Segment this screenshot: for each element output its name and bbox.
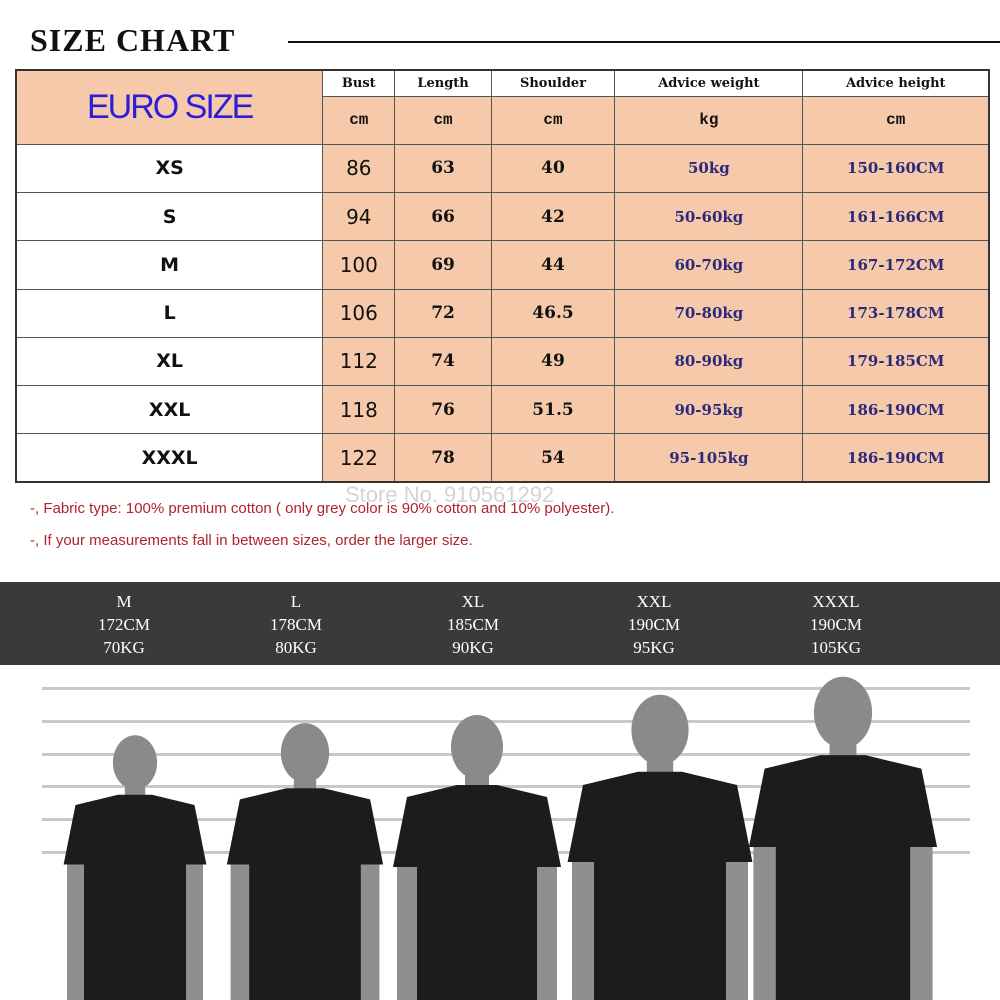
cell-shoulder: 46.5 <box>490 288 616 338</box>
unit-shoulder: cm <box>490 95 616 145</box>
cell-size: S <box>15 192 324 242</box>
model-band: M 172CM 70KG L 178CM 80KG XL 185CM 90KG XXL 190… <box>0 582 1000 665</box>
cell-shoulder: 44 <box>490 240 616 290</box>
cell-weight: 60-70kg <box>614 240 804 290</box>
cell-weight: 90-95kg <box>614 385 804 435</box>
watermark: Store No. 910561292 <box>345 482 555 507</box>
cell-height: 186-190CM <box>802 385 990 435</box>
model-height: 185CM <box>447 615 499 634</box>
cell-bust: 118 <box>322 385 396 435</box>
model-m: M 172CM 70KG <box>64 590 184 659</box>
cell-bust: 112 <box>322 336 396 387</box>
table-row: XXXL 122 78 54 95-105kg 186-190CM <box>15 433 990 483</box>
header-length: Length <box>394 69 492 97</box>
model-xxl: XXL 190CM 95KG <box>594 590 714 659</box>
table-row: L 106 72 46.5 70-80kg 173-178CM <box>15 288 990 338</box>
cell-shoulder: 49 <box>490 336 616 387</box>
cell-shoulder: 40 <box>490 143 616 194</box>
model-silhouettes <box>42 676 970 1000</box>
unit-bust: cm <box>322 95 396 145</box>
table-row: XXL 118 76 51.5 90-95kg 186-190CM <box>15 385 990 435</box>
model-size: XXL <box>636 592 672 611</box>
cell-length: 63 <box>394 143 492 194</box>
cell-height: 161-166CM <box>802 192 990 242</box>
cell-length: 69 <box>394 240 492 290</box>
cell-height: 173-178CM <box>802 288 990 338</box>
cell-shoulder: 51.5 <box>490 385 616 435</box>
cell-size: XXL <box>15 385 324 435</box>
cell-shoulder: 42 <box>490 192 616 242</box>
cell-size: M <box>15 240 324 290</box>
cell-weight: 70-80kg <box>614 288 804 338</box>
cell-length: 66 <box>394 192 492 242</box>
page-title: SIZE CHART <box>30 22 236 58</box>
height-line <box>42 785 970 788</box>
unit-height: cm <box>802 95 990 145</box>
cell-height: 179-185CM <box>802 336 990 387</box>
unit-length: cm <box>394 95 492 145</box>
model-size: XL <box>461 592 485 611</box>
note-fabric: -, Fabric type: 100% premium cotton ( on… <box>30 500 615 517</box>
model-size: L <box>290 592 302 611</box>
model-height: 178CM <box>270 615 322 634</box>
cell-length: 74 <box>394 336 492 387</box>
cell-length: 78 <box>394 433 492 483</box>
cell-bust: 100 <box>322 240 396 290</box>
cell-height: 167-172CM <box>802 240 990 290</box>
unit-weight: kg <box>614 95 804 145</box>
height-line <box>42 720 970 723</box>
size-table: EURO SIZE Bust Length Shoulder Advice we… <box>15 69 990 483</box>
model-figure <box>748 676 938 1000</box>
model-figure <box>393 715 561 1000</box>
model-figure <box>567 694 753 1000</box>
model-figure <box>63 735 207 1000</box>
model-weight: 105KG <box>810 638 862 657</box>
cell-weight: 50-60kg <box>614 192 804 242</box>
cell-size: XL <box>15 336 324 387</box>
table-row: XS 86 63 40 50kg 150-160CM <box>15 143 990 194</box>
cell-length: 76 <box>394 385 492 435</box>
header-height: Advice height <box>802 69 990 97</box>
cell-size: XXXL <box>15 433 324 483</box>
model-weight: 70KG <box>103 638 145 657</box>
cell-bust: 94 <box>322 192 396 242</box>
height-line <box>42 753 970 756</box>
note-sizing: -, If your measurements fall in between … <box>30 532 473 549</box>
euro-size-label: EURO SIZE <box>15 69 324 145</box>
model-l: L 178CM 80KG <box>236 590 356 659</box>
cell-shoulder: 54 <box>490 433 616 483</box>
cell-length: 72 <box>394 288 492 338</box>
model-xl: XL 185CM 90KG <box>413 590 533 659</box>
model-weight: 90KG <box>452 638 494 657</box>
cell-size: L <box>15 288 324 338</box>
model-size: M <box>116 592 132 611</box>
title-rule <box>288 41 1000 43</box>
cell-height: 150-160CM <box>802 143 990 194</box>
header-weight: Advice weight <box>614 69 804 97</box>
table-row: XL 112 74 49 80-90kg 179-185CM <box>15 336 990 387</box>
cell-weight: 50kg <box>614 143 804 194</box>
table-row: S 94 66 42 50-60kg 161-166CM <box>15 192 990 242</box>
cell-height: 186-190CM <box>802 433 990 483</box>
cell-weight: 95-105kg <box>614 433 804 483</box>
cell-weight: 80-90kg <box>614 336 804 387</box>
model-weight: 95KG <box>633 638 675 657</box>
cell-size: XS <box>15 143 324 194</box>
height-line <box>42 687 970 690</box>
table-row: M 100 69 44 60-70kg 167-172CM <box>15 240 990 290</box>
model-weight: 80KG <box>275 638 317 657</box>
cell-bust: 122 <box>322 433 396 483</box>
model-figure <box>226 723 384 1000</box>
model-xxxl: XXXL 190CM 105KG <box>776 590 896 659</box>
header-bust: Bust <box>322 69 396 97</box>
model-height: 190CM <box>810 615 862 634</box>
cell-bust: 106 <box>322 288 396 338</box>
header-shoulder: Shoulder <box>490 69 616 97</box>
model-size: XXXL <box>812 592 860 611</box>
model-height: 172CM <box>98 615 150 634</box>
model-height: 190CM <box>628 615 680 634</box>
cell-bust: 86 <box>322 143 396 194</box>
